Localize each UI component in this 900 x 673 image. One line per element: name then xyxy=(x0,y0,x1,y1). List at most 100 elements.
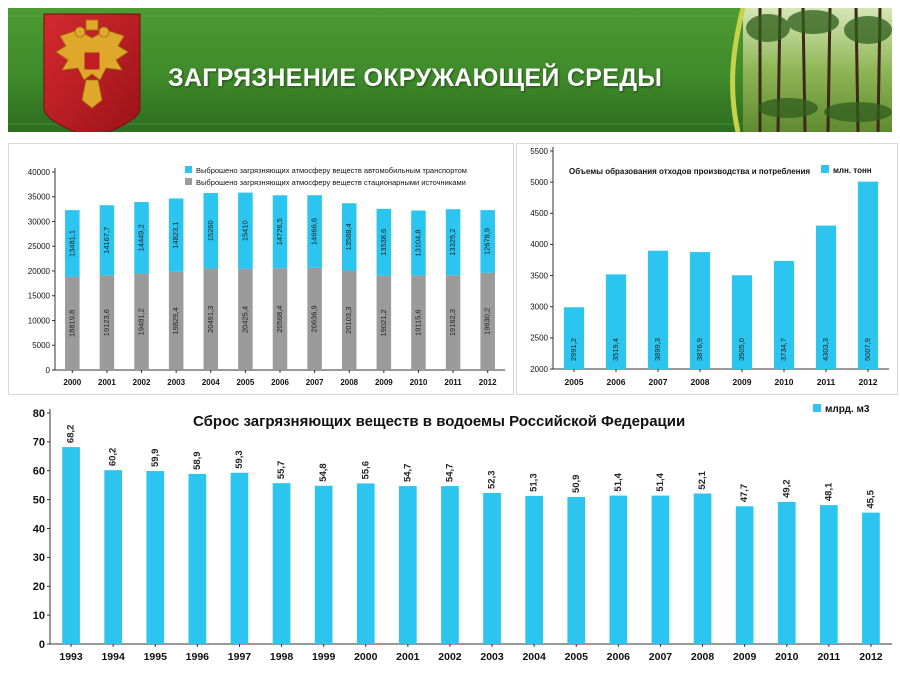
x-tick-label: 2005 xyxy=(565,651,589,663)
data-label: 13325,2 xyxy=(448,229,457,256)
x-tick-label: 2002 xyxy=(133,378,151,387)
waste-chart-svg: 2000 2500 3000 3500 4000 4500 5000 5500 2991,2 20… xyxy=(530,147,889,387)
data-label: 51,4 xyxy=(613,472,624,491)
bar-waste-s0 xyxy=(773,260,795,369)
data-label: 3899,3 xyxy=(653,338,662,361)
x-tick-label: 2011 xyxy=(817,651,840,663)
x-tick-label: 1993 xyxy=(59,651,83,663)
data-label: 13588,4 xyxy=(344,223,353,250)
banner-graphic xyxy=(8,8,892,132)
russian-coat-of-arms-icon xyxy=(43,13,141,132)
y-tick-label: 40 xyxy=(33,523,45,535)
data-label: 14726,5 xyxy=(275,218,284,245)
bar-water-s0 xyxy=(609,495,628,644)
data-label: 45,5 xyxy=(865,489,876,508)
x-tick-label: 2005 xyxy=(565,377,584,387)
bar-emissions-s0 xyxy=(376,275,392,370)
y-tick-label: 15000 xyxy=(28,292,51,301)
y-tick-label: 70 xyxy=(33,437,45,449)
page-title: ЗАГРЯЗНЕНИЕ ОКРУЖАЮЩЕЙ СРЕДЫ xyxy=(168,64,663,92)
data-label: 3734,7 xyxy=(779,338,788,361)
x-tick-label: 2009 xyxy=(733,651,757,663)
bar-emissions-s0 xyxy=(341,270,357,370)
x-tick-label: 2000 xyxy=(63,378,81,387)
y-tick-label: 0 xyxy=(39,639,45,651)
bar-water-s0 xyxy=(104,470,122,644)
y-tick-label: 10 xyxy=(33,610,45,622)
bar-emissions-s0 xyxy=(307,267,322,370)
x-tick-label: 2001 xyxy=(98,378,116,387)
y-tick-label: 4000 xyxy=(530,240,548,249)
data-label: 19829,4 xyxy=(171,307,180,334)
data-label: 14167,7 xyxy=(102,227,111,254)
legend-swatch xyxy=(813,404,821,412)
data-label: 58,9 xyxy=(192,451,203,470)
bar-emissions-s1 xyxy=(445,209,461,276)
bar-water-s0 xyxy=(735,506,754,644)
x-tick-label: 2011 xyxy=(817,377,836,387)
data-label: 20491,3 xyxy=(206,306,215,333)
x-tick-label: 2003 xyxy=(480,651,504,663)
bar-emissions-s0 xyxy=(168,271,184,370)
bar-emissions-s0 xyxy=(99,275,115,370)
data-label: 68,2 xyxy=(66,425,77,444)
bar-water-s0 xyxy=(314,485,333,644)
bar-water-s0 xyxy=(567,497,586,644)
data-label: 20103,3 xyxy=(344,307,353,334)
x-tick-label: 2006 xyxy=(607,377,626,387)
emissions-chart-svg: 0 5000 10000 15000 20000 25000 30000 35000 40000… xyxy=(28,166,505,387)
data-label: 2991,2 xyxy=(569,338,578,361)
x-tick-label: 2008 xyxy=(691,651,715,663)
bar-emissions-s0 xyxy=(445,275,461,370)
y-tick-label: 30000 xyxy=(28,217,51,226)
x-tick-label: 2008 xyxy=(691,377,710,387)
y-tick-label: 0 xyxy=(46,366,51,375)
bar-emissions-s0 xyxy=(65,276,80,370)
data-label: 54,8 xyxy=(318,463,329,482)
bar-emissions-s0 xyxy=(480,272,495,370)
bar-emissions-s1 xyxy=(238,192,253,269)
x-tick-label: 2001 xyxy=(396,651,420,663)
data-label: 19115,6 xyxy=(413,309,422,336)
data-label: 19481,2 xyxy=(137,308,146,335)
x-tick-label: 2007 xyxy=(649,377,668,387)
legend-swatch xyxy=(821,165,829,173)
x-tick-label: 2004 xyxy=(202,378,220,387)
bar-emissions-s1 xyxy=(99,205,115,276)
y-tick-label: 60 xyxy=(33,466,45,478)
data-label: 4303,3 xyxy=(821,338,830,361)
data-label: 13104,8 xyxy=(413,229,422,256)
data-label: 15260 xyxy=(206,220,215,241)
data-label: 3876,9 xyxy=(695,338,704,361)
data-label: 52,1 xyxy=(697,470,708,489)
data-label: 13538,6 xyxy=(379,229,388,256)
legend-label-stationary: Выброшено загрязняющих атмосферу веществ… xyxy=(196,178,466,187)
data-label: 20568,4 xyxy=(275,306,284,333)
bar-waste-s0 xyxy=(563,307,585,369)
bar-water-s0 xyxy=(230,472,249,644)
y-tick-label: 5500 xyxy=(530,147,548,156)
bar-emissions-s0 xyxy=(272,268,288,370)
y-tick-label: 80 xyxy=(33,408,45,420)
x-tick-label: 2011 xyxy=(444,378,462,387)
y-tick-label: 10000 xyxy=(28,316,51,325)
bar-waste-s0 xyxy=(647,250,669,369)
legend-swatch-transport xyxy=(185,166,192,173)
emissions-chart: 0 5000 10000 15000 20000 25000 30000 35000 40000… xyxy=(8,143,514,395)
data-label: 12678,9 xyxy=(483,228,492,255)
data-label: 48,1 xyxy=(823,482,834,501)
x-tick-label: 1998 xyxy=(270,651,294,663)
data-label: 59,3 xyxy=(234,450,245,469)
bar-emissions-s0 xyxy=(203,268,219,370)
bar-emissions-s1 xyxy=(272,195,288,269)
legend-swatch-stationary xyxy=(185,178,192,185)
x-tick-label: 2010 xyxy=(410,378,428,387)
data-label: 18819,8 xyxy=(67,310,76,337)
bar-emissions-s1 xyxy=(203,193,219,269)
bar-water-s0 xyxy=(272,483,291,644)
bar-water-s0 xyxy=(862,512,880,644)
data-label: 13481,1 xyxy=(67,230,76,257)
bar-emissions-s1 xyxy=(376,208,392,276)
data-label: 3505,0 xyxy=(737,338,746,361)
y-tick-label: 3000 xyxy=(530,303,548,312)
